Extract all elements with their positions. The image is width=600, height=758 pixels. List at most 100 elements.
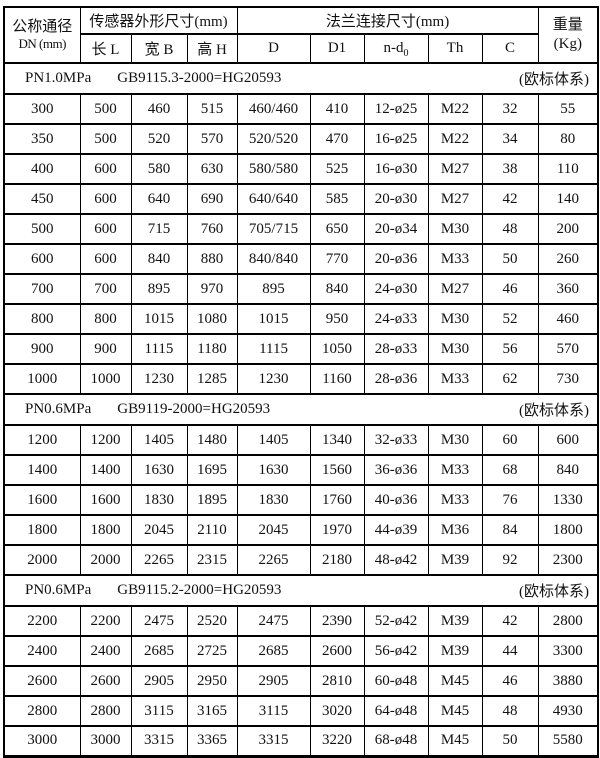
table-row: 1600 1600 1830 1895 1830 1760 40-ø36 M33 76 1330 xyxy=(3,484,599,516)
cell-d: 1630 xyxy=(236,454,311,486)
cell-n-d0: 20-ø36 xyxy=(363,243,429,275)
section-standard-note: (欧标体系) xyxy=(519,72,590,88)
cell-b: 2265 xyxy=(130,544,188,576)
cell-d: 3315 xyxy=(236,725,311,757)
cell-c: 46 xyxy=(481,273,539,305)
table-row: 400 600 580 630 580/580 525 16-ø30 M27 38 110 xyxy=(3,153,599,185)
cell-d: 705/715 xyxy=(236,213,311,245)
cell-dn: 2400 xyxy=(3,635,81,667)
cell-b: 580 xyxy=(130,153,188,185)
cell-weight: 360 xyxy=(537,273,599,305)
cell-h: 1480 xyxy=(186,424,238,456)
cell-dn: 400 xyxy=(3,153,81,185)
header-nominal-diameter: 公称通径 DN (mm) xyxy=(3,6,81,64)
cell-weight: 140 xyxy=(537,183,599,215)
cell-dn: 3000 xyxy=(3,725,81,757)
table-row: 1000 1000 1230 1285 1230 1160 28-ø36 M33 62 730 xyxy=(3,363,599,395)
cell-l: 1600 xyxy=(79,484,132,516)
cell-n-d0: 52-ø42 xyxy=(363,605,429,637)
header-n-d0-main: n-d xyxy=(383,40,404,56)
cell-th: M45 xyxy=(427,725,483,757)
cell-weight: 730 xyxy=(537,363,599,395)
table-header: 公称通径 DN (mm) 传感器外形尺寸(mm) 法兰连接尺寸(mm) 重量 (… xyxy=(3,6,599,64)
cell-dn: 2200 xyxy=(3,605,81,637)
section-header-row: PN0.6MPa GB9115.2-2000=HG20593 (欧标体系) xyxy=(3,574,599,607)
cell-d: 2475 xyxy=(236,605,311,637)
cell-n-d0: 16-ø25 xyxy=(363,123,429,155)
cell-c: 62 xyxy=(481,363,539,395)
cell-dn: 500 xyxy=(3,213,81,245)
cell-weight: 460 xyxy=(537,303,599,335)
cell-weight: 110 xyxy=(537,153,599,185)
cell-th: M30 xyxy=(427,303,483,335)
section-header-cell: PN0.6MPa GB9115.2-2000=HG20593 (欧标体系) xyxy=(3,574,599,607)
cell-c: 76 xyxy=(481,484,539,516)
cell-d1: 1050 xyxy=(309,333,365,365)
cell-b: 1405 xyxy=(130,424,188,456)
cell-l: 500 xyxy=(79,123,132,155)
cell-h: 880 xyxy=(186,243,238,275)
cell-h: 2520 xyxy=(186,605,238,637)
cell-dn: 2600 xyxy=(3,665,81,697)
cell-d: 1830 xyxy=(236,484,311,516)
section-header-line: PN0.6MPa GB9119-2000=HG20593 (欧标体系) xyxy=(5,399,597,420)
cell-n-d0: 20-ø34 xyxy=(363,213,429,245)
cell-n-d0: 12-ø25 xyxy=(363,93,429,125)
cell-c: 48 xyxy=(481,695,539,727)
cell-dn: 900 xyxy=(3,333,81,365)
cell-h: 2725 xyxy=(186,635,238,667)
cell-b: 1830 xyxy=(130,484,188,516)
cell-weight: 1330 xyxy=(537,484,599,516)
cell-l: 600 xyxy=(79,153,132,185)
cell-d: 2685 xyxy=(236,635,311,667)
cell-n-d0: 64-ø48 xyxy=(363,695,429,727)
cell-th: M45 xyxy=(427,665,483,697)
cell-c: 48 xyxy=(481,213,539,245)
cell-b: 2475 xyxy=(130,605,188,637)
cell-b: 520 xyxy=(130,123,188,155)
table-row: 800 800 1015 1080 1015 950 24-ø33 M30 52 460 xyxy=(3,303,599,335)
cell-b: 2905 xyxy=(130,665,188,697)
cell-d1: 950 xyxy=(309,303,365,335)
cell-d1: 525 xyxy=(309,153,365,185)
cell-b: 2045 xyxy=(130,514,188,546)
cell-dn: 2800 xyxy=(3,695,81,727)
section-standard-note: (欧标体系) xyxy=(519,403,590,419)
table-row: 1200 1200 1405 1480 1405 1340 32-ø33 M30 60 600 xyxy=(3,424,599,456)
cell-l: 2800 xyxy=(79,695,132,727)
cell-dn: 600 xyxy=(3,243,81,275)
cell-weight: 260 xyxy=(537,243,599,275)
section-header-row: PN0.6MPa GB9119-2000=HG20593 (欧标体系) xyxy=(3,393,599,426)
cell-c: 52 xyxy=(481,303,539,335)
cell-c: 92 xyxy=(481,544,539,576)
table-row: 3000 3000 3315 3365 3315 3220 68-ø48 M45 50 5580 xyxy=(3,725,599,757)
cell-weight: 5580 xyxy=(537,725,599,757)
cell-l: 900 xyxy=(79,333,132,365)
cell-weight: 200 xyxy=(537,213,599,245)
cell-d1: 2600 xyxy=(309,635,365,667)
cell-l: 2200 xyxy=(79,605,132,637)
cell-l: 2000 xyxy=(79,544,132,576)
cell-weight: 3880 xyxy=(537,665,599,697)
cell-th: M30 xyxy=(427,424,483,456)
section-header-cell: PN0.6MPa GB9119-2000=HG20593 (欧标体系) xyxy=(3,393,599,426)
section-header-cell: PN1.0MPa GB9115.3-2000=HG20593 (欧标体系) xyxy=(3,62,599,95)
cell-d: 2905 xyxy=(236,665,311,697)
cell-b: 840 xyxy=(130,243,188,275)
cell-d1: 2810 xyxy=(309,665,365,697)
table-row: 1800 1800 2045 2110 2045 1970 44-ø39 M36 84 1800 xyxy=(3,514,599,546)
table-row: 450 600 640 690 640/640 585 20-ø30 M27 42 140 xyxy=(3,183,599,215)
header-sensor-dimensions-group: 传感器外形尺寸(mm) xyxy=(79,6,238,35)
header-d1: D1 xyxy=(309,33,365,64)
cell-c: 50 xyxy=(481,243,539,275)
cell-h: 760 xyxy=(186,213,238,245)
cell-b: 640 xyxy=(130,183,188,215)
cell-h: 1080 xyxy=(186,303,238,335)
cell-h: 1695 xyxy=(186,454,238,486)
cell-dn: 1800 xyxy=(3,514,81,546)
cell-n-d0: 32-ø33 xyxy=(363,424,429,456)
cell-weight: 80 xyxy=(537,123,599,155)
header-weight-title: 重量 xyxy=(552,17,583,34)
header-weight-unit: (Kg) xyxy=(553,36,582,52)
cell-b: 1115 xyxy=(130,333,188,365)
